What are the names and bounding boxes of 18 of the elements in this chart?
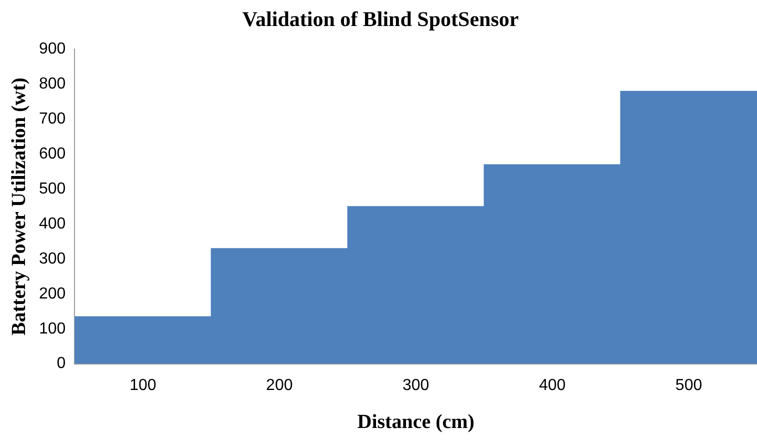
y-tick-label: 700 bbox=[38, 110, 66, 128]
y-tick-label: 0 bbox=[56, 355, 66, 372]
x-tick-label: 200 bbox=[266, 376, 293, 394]
x-axis-title: Distance (cm) bbox=[357, 411, 474, 434]
x-tick-label: 400 bbox=[538, 376, 566, 394]
y-tick-label: 800 bbox=[38, 76, 66, 93]
x-tick-label: 100 bbox=[130, 376, 156, 394]
x-tick-label: 300 bbox=[402, 376, 430, 394]
y-tick-label: 600 bbox=[38, 145, 66, 162]
y-tick-label: 200 bbox=[38, 285, 66, 302]
y-tick-label: 100 bbox=[38, 320, 66, 338]
y-axis-title: Battery Power Utilization (wt) bbox=[8, 78, 30, 336]
y-tick-label: 500 bbox=[38, 180, 66, 198]
x-tick-label: 500 bbox=[675, 376, 702, 394]
y-tick-label: 400 bbox=[38, 215, 66, 232]
y-tick-label: 900 bbox=[38, 40, 66, 58]
chart-title: Validation of Blind SpotSensor bbox=[242, 7, 519, 32]
y-tick-label: 300 bbox=[38, 250, 66, 268]
